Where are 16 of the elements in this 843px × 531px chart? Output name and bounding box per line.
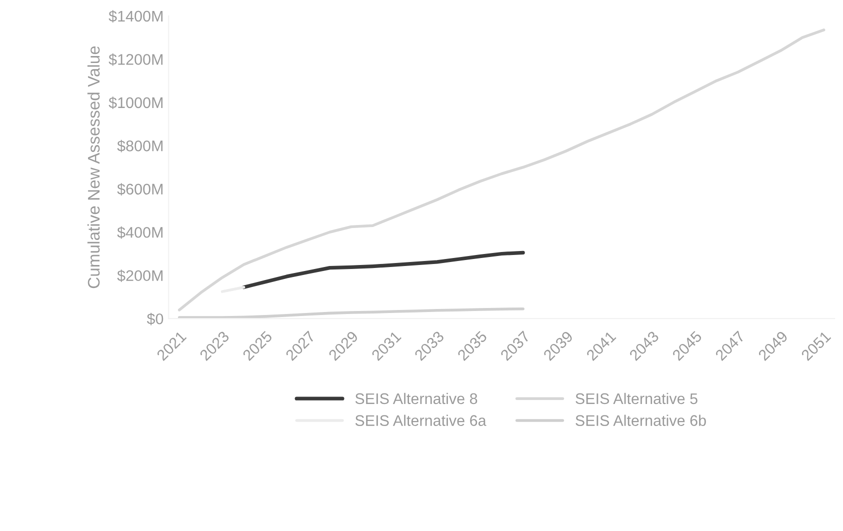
- y-tick-label: $400M: [117, 226, 162, 239]
- y-tick-label: $800M: [117, 140, 162, 152]
- line-series: [178, 28, 826, 312]
- line-series: [178, 307, 524, 319]
- line-series: [242, 250, 525, 290]
- y-tick-label: $1200M: [108, 53, 162, 66]
- y-tick-label: $200M: [117, 270, 162, 282]
- legend-label: SEIS Alternative 6b: [576, 414, 706, 426]
- y-tick-label: $1000M: [108, 96, 162, 110]
- y-tick-label: $0: [146, 312, 164, 326]
- legend-label: SEIS Alternative 8: [355, 392, 478, 404]
- legend-label: SEIS Alternative 5: [576, 392, 698, 404]
- y-tick-label: $600M: [117, 183, 162, 196]
- y-tick-label: $1400M: [108, 10, 162, 23]
- legend-label: SEIS Alternative 6a: [355, 414, 486, 426]
- y-axis-title: Cumulative New Assessed Value: [87, 46, 100, 288]
